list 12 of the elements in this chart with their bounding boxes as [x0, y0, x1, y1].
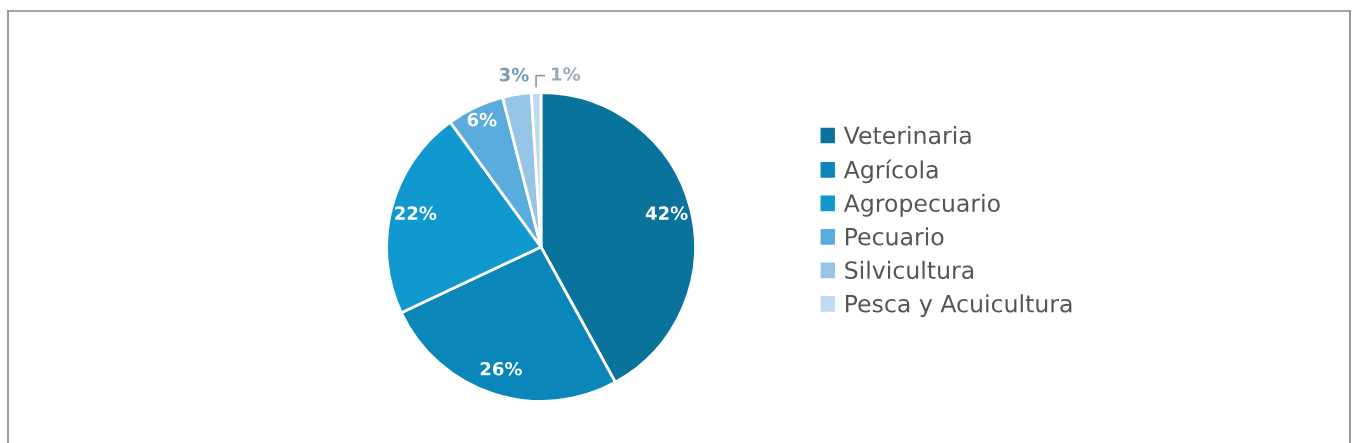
legend-label: Veterinaria — [843, 125, 971, 145]
data-label: 42% — [645, 206, 688, 220]
data-label: 3% — [499, 67, 529, 82]
data-label: 26% — [480, 361, 522, 376]
legend-label: Pesca y Acuicultura — [846, 294, 1072, 318]
data-label: 1% — [552, 67, 581, 81]
legend-label: Agropecuario — [843, 193, 1000, 217]
data-label: 6% — [467, 112, 497, 127]
legend-label: Silvicultura — [845, 260, 974, 280]
data-label: 22% — [395, 206, 437, 220]
legend-label: Agrícola — [843, 159, 938, 184]
legend-label: Pecuario — [846, 227, 944, 246]
